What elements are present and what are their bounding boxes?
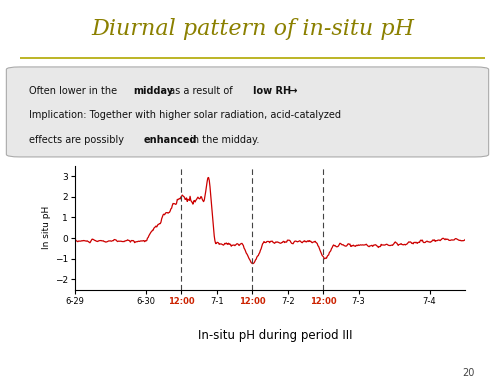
Text: as a result of: as a result of <box>166 86 236 96</box>
FancyBboxPatch shape <box>6 67 488 157</box>
Text: Implication: Together with higher solar radiation, acid-catalyzed: Implication: Together with higher solar … <box>29 110 341 120</box>
Text: low RH: low RH <box>253 86 291 96</box>
Text: 6-30: 6-30 <box>136 297 156 306</box>
Text: 12:00: 12:00 <box>239 297 266 306</box>
Text: 7-3: 7-3 <box>352 297 366 306</box>
Text: Often lower in the: Often lower in the <box>29 86 120 96</box>
Text: 7-4: 7-4 <box>422 297 436 306</box>
Text: 6-29: 6-29 <box>66 297 84 306</box>
Text: 12:00: 12:00 <box>310 297 336 306</box>
Y-axis label: In situ pH: In situ pH <box>42 206 50 249</box>
Text: 7-1: 7-1 <box>210 297 224 306</box>
Text: effects are possibly: effects are possibly <box>29 135 127 145</box>
Text: Diurnal pattern of in-situ pH: Diurnal pattern of in-situ pH <box>91 18 414 40</box>
Text: In-situ pH during period III: In-situ pH during period III <box>198 329 352 342</box>
Text: 7-2: 7-2 <box>281 297 294 306</box>
Text: 12:00: 12:00 <box>168 297 194 306</box>
Text: midday: midday <box>133 86 173 96</box>
Text: enhanced: enhanced <box>144 135 198 145</box>
Text: in the midday.: in the midday. <box>188 135 260 145</box>
Text: 20: 20 <box>462 368 475 378</box>
Text: →: → <box>286 86 297 96</box>
